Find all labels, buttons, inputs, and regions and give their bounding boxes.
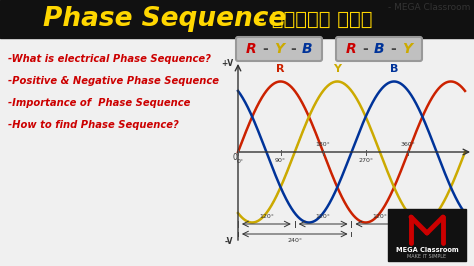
FancyBboxPatch shape: [336, 37, 422, 61]
Text: R: R: [276, 64, 285, 74]
Text: -: -: [262, 42, 268, 56]
Text: -Positive & Negative Phase Sequence: -Positive & Negative Phase Sequence: [8, 76, 219, 86]
Text: 120°: 120°: [373, 214, 387, 219]
Bar: [388, 209, 466, 261]
Text: +V: +V: [221, 59, 233, 68]
Text: -V: -V: [225, 236, 233, 246]
Text: -What is electrical Phase Sequence?: -What is electrical Phase Sequence?: [8, 54, 211, 64]
Text: 120°: 120°: [259, 214, 274, 219]
Text: Phase Sequence: Phase Sequence: [44, 6, 287, 32]
Text: - हिंदी में: - हिंदी में: [257, 10, 373, 28]
Text: MAKE IT SIMPLE: MAKE IT SIMPLE: [408, 254, 447, 259]
Text: 180°: 180°: [316, 142, 330, 147]
Text: 120°: 120°: [316, 214, 330, 219]
Text: 360°: 360°: [401, 142, 416, 147]
Text: -How to find Phase Sequence?: -How to find Phase Sequence?: [8, 120, 179, 130]
Text: B: B: [374, 42, 384, 56]
Text: -: -: [290, 42, 296, 56]
Text: R: R: [246, 42, 256, 56]
Text: -Importance of  Phase Sequence: -Importance of Phase Sequence: [8, 98, 191, 108]
Text: Y: Y: [274, 42, 284, 56]
Text: R: R: [346, 42, 356, 56]
Text: Y: Y: [333, 64, 341, 74]
Text: 0: 0: [233, 153, 237, 163]
Text: B: B: [301, 42, 312, 56]
Text: 270°: 270°: [358, 158, 373, 163]
Text: -: -: [362, 42, 368, 56]
Text: 0°: 0°: [237, 159, 244, 164]
Bar: [0, 0, 474, 38]
Text: B: B: [390, 64, 398, 74]
Text: -: -: [390, 42, 396, 56]
Text: - MEGA Classroom: - MEGA Classroom: [388, 3, 470, 12]
FancyBboxPatch shape: [236, 37, 322, 61]
Text: Y: Y: [402, 42, 412, 56]
Text: MEGA Classroom: MEGA Classroom: [396, 247, 458, 252]
Text: 90°: 90°: [275, 158, 286, 163]
Text: 240°: 240°: [287, 238, 302, 243]
